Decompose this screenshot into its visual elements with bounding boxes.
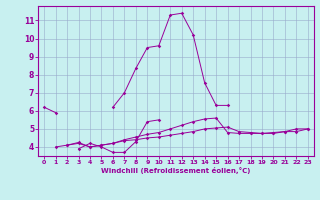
X-axis label: Windchill (Refroidissement éolien,°C): Windchill (Refroidissement éolien,°C) [101,167,251,174]
